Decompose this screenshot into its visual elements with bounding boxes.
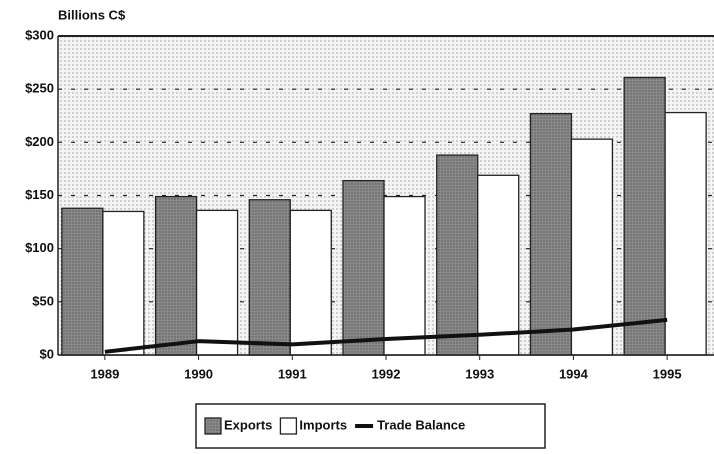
y-tick-label: $300 xyxy=(25,27,54,42)
x-tick-label: 1990 xyxy=(184,366,213,381)
legend-label: Exports xyxy=(224,417,272,432)
imports-bar xyxy=(195,209,239,356)
imports-bar xyxy=(383,195,426,356)
x-tick-label: 1992 xyxy=(372,366,401,381)
imports-bar xyxy=(477,174,520,356)
x-tick-label: 1994 xyxy=(559,366,589,381)
y-tick-label: $100 xyxy=(25,240,54,255)
y-tick-label: $250 xyxy=(25,81,54,96)
x-tick-label: 1993 xyxy=(465,366,494,381)
legend-label: Trade Balance xyxy=(377,417,465,432)
imports-bar xyxy=(289,209,332,356)
x-tick-label: 1995 xyxy=(653,366,682,381)
legend-swatch xyxy=(204,417,222,435)
imports-bar xyxy=(664,111,707,356)
exports-bar xyxy=(342,179,385,356)
exports-bar xyxy=(248,199,291,356)
imports-bar xyxy=(102,210,145,356)
imports-bar xyxy=(570,138,614,356)
y-tick-label: $0 xyxy=(40,346,54,361)
exports-bar xyxy=(61,207,104,356)
chart-title: Billions C$ xyxy=(58,7,126,22)
exports-bar xyxy=(436,154,479,356)
exports-bar xyxy=(154,195,198,356)
legend-label: Imports xyxy=(299,417,347,432)
x-tick-label: 1991 xyxy=(278,366,307,381)
exports-bar xyxy=(623,76,666,356)
y-tick-label: $150 xyxy=(25,187,54,202)
y-tick-label: $50 xyxy=(32,293,54,308)
trade-balance-line xyxy=(104,317,668,354)
y-tick-label: $200 xyxy=(25,134,54,149)
legend-swatch xyxy=(279,417,298,435)
x-tick-label: 1989 xyxy=(90,366,119,381)
exports-bar xyxy=(529,112,573,356)
